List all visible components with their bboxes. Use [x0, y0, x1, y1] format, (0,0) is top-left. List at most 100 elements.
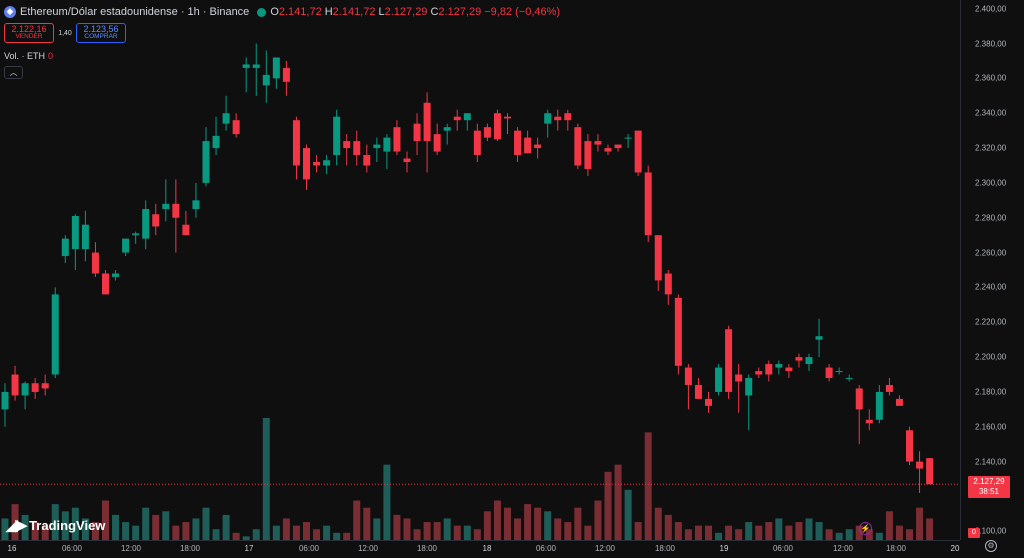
price-axis[interactable]: 2.400,00 2.380,00 2.360,00 2.340,00 2.320,00…	[960, 0, 1024, 540]
candle-body	[232, 120, 240, 135]
candle-body	[715, 367, 723, 392]
price-tick-label: 2.160,00	[975, 422, 1007, 432]
candle-body	[694, 384, 702, 399]
sell-button[interactable]: 2.122,16 VENDER	[4, 23, 54, 43]
price-tick-label: 2.340,00	[975, 108, 1007, 118]
time-tick-label: 18:00	[416, 544, 438, 553]
market-status-icon[interactable]	[257, 7, 267, 17]
price-tick-label: 2.400,00	[975, 4, 1007, 14]
time-tick-label: 17	[244, 544, 254, 553]
candle-body	[865, 419, 873, 424]
volume-bar	[403, 518, 411, 540]
candle-body	[162, 203, 170, 210]
time-tick-label: 12:00	[120, 544, 142, 553]
volume-bar	[31, 522, 39, 540]
volume-bar	[916, 507, 924, 540]
candle-body	[574, 127, 582, 166]
volume-bar	[735, 529, 743, 540]
volume-legend[interactable]: Vol. · ETH 0	[4, 51, 53, 61]
candle-body	[755, 371, 763, 375]
candle-body	[61, 238, 69, 257]
price-tick-label: 2.300,00	[975, 178, 1007, 188]
gear-icon[interactable]: ⚙	[985, 540, 997, 552]
volume-bar	[463, 525, 471, 540]
volume-bar	[21, 514, 29, 540]
candle-body	[252, 64, 260, 68]
candle-body	[112, 273, 120, 277]
symbol-title[interactable]: Ethereum/Dólar estadounidense · 1h · Bin…	[20, 6, 250, 18]
price-tick-label: 2.220,00	[975, 317, 1007, 327]
volume-axis-marker: 0	[968, 528, 980, 538]
volume-bar	[443, 518, 451, 540]
sell-price: 2.122,16	[11, 24, 47, 34]
chart-area[interactable]	[0, 0, 960, 540]
candle-body	[493, 113, 501, 140]
tradingview-mark-icon: ◢▶	[6, 517, 27, 534]
volume-bar	[282, 518, 290, 540]
volume-label: Vol. · ETH	[4, 51, 46, 61]
candle-body	[875, 391, 883, 420]
time-axis[interactable]: 16 06:00 12:00 18:00 17 06:00 12:00 18:00 18 06:0…	[0, 540, 960, 558]
time-tick-label: 06:00	[535, 544, 557, 553]
candle-body	[91, 252, 99, 274]
candle-body	[383, 137, 391, 152]
volume-bar	[51, 504, 59, 540]
candlestick-chart[interactable]	[0, 0, 960, 540]
volume-bar	[473, 529, 481, 540]
buy-button[interactable]: 2.123,56 COMPRAR	[76, 23, 126, 43]
candle-body	[554, 116, 562, 121]
candle-body	[152, 214, 160, 227]
volume-bar	[574, 507, 582, 540]
candle-body	[624, 137, 632, 139]
candle-body	[745, 378, 753, 396]
volume-bar	[81, 518, 89, 540]
volume-bar	[674, 522, 682, 540]
tradingview-logo-text: TradingView	[29, 517, 106, 533]
volume-bar	[333, 532, 341, 540]
high-value: 2.141,72	[332, 6, 376, 18]
current-price-label: 2.127,29 38:51	[968, 476, 1010, 498]
candle-body	[916, 461, 924, 469]
time-tick-label: 16	[7, 544, 17, 553]
time-tick-label: 18:00	[654, 544, 676, 553]
chevron-up-icon[interactable]: ︿	[4, 66, 23, 79]
candle-body	[192, 200, 200, 210]
lightning-icon[interactable]: ⚡	[859, 522, 872, 535]
volume-bar	[303, 522, 310, 540]
candle-body	[855, 388, 863, 410]
price-tick-label: 2.100,00	[975, 526, 1007, 536]
candle-body	[775, 364, 783, 368]
candle-body	[222, 113, 230, 124]
candle-body	[413, 123, 421, 142]
volume-bar	[182, 522, 190, 540]
candle-body	[212, 135, 220, 149]
candle-body	[483, 127, 491, 138]
candle-body	[122, 238, 130, 253]
price-tick-label: 2.260,00	[975, 248, 1007, 258]
volume-bar	[895, 525, 903, 540]
tradingview-logo[interactable]: ◢▶ TradingView	[6, 516, 105, 534]
candle-body	[21, 383, 29, 396]
candle-body	[534, 144, 542, 149]
candle-body	[303, 148, 310, 180]
candle-body	[31, 383, 39, 392]
candle-body	[644, 172, 652, 236]
price-tick-label: 2.240,00	[975, 282, 1007, 292]
candle-body	[684, 367, 692, 385]
candle-body	[835, 371, 843, 373]
volume-bar	[122, 522, 130, 540]
candle-body	[343, 141, 351, 149]
candle-body	[845, 378, 853, 379]
current-price-value: 2.127,29	[973, 477, 1005, 486]
candle-body	[895, 398, 903, 406]
volume-bar	[112, 514, 120, 540]
price-tick-label: 2.180,00	[975, 387, 1007, 397]
volume-bar	[725, 525, 733, 540]
candle-body	[564, 113, 572, 121]
open-label: O	[270, 6, 279, 18]
volume-bar	[222, 514, 230, 540]
sell-label: VENDER	[15, 33, 43, 41]
candle-body	[664, 273, 672, 295]
volume-bar	[544, 511, 552, 540]
time-tick-label: 18	[482, 544, 492, 553]
